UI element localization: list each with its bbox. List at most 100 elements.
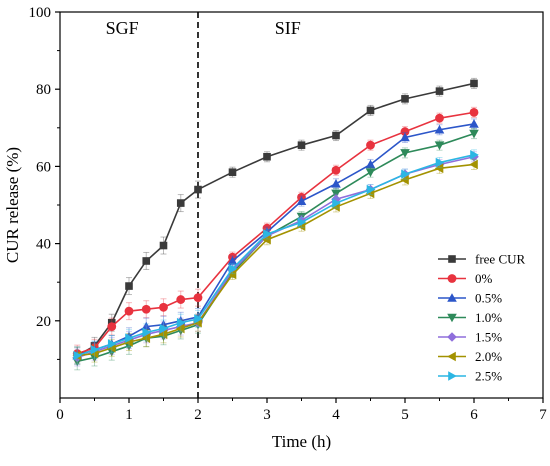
data-point — [434, 163, 444, 174]
legend-marker — [447, 293, 457, 302]
x-tick-label: 6 — [470, 407, 478, 423]
data-point — [434, 124, 445, 134]
data-point — [107, 339, 117, 349]
legend-marker — [447, 274, 457, 283]
data-point — [332, 198, 341, 208]
region-label-sgf: SGF — [106, 18, 139, 38]
data-point — [159, 323, 169, 334]
data-point — [159, 241, 168, 250]
series-1 — [72, 106, 479, 363]
data-point — [73, 350, 83, 361]
region-label-sif: SIF — [275, 18, 301, 38]
data-point — [366, 184, 376, 195]
legend-label: free CUR — [475, 252, 526, 267]
data-point — [469, 107, 479, 117]
y-tick-label: 100 — [29, 5, 52, 21]
data-point — [176, 199, 185, 207]
legend-item-6: 2.5% — [438, 369, 502, 384]
data-point — [435, 157, 445, 168]
data-point — [141, 333, 151, 343]
y-tick-label: 80 — [36, 82, 51, 98]
data-point — [176, 317, 186, 328]
data-point — [228, 168, 237, 176]
data-point — [401, 169, 410, 179]
x-tick-label: 0 — [56, 407, 64, 423]
data-point — [400, 149, 410, 158]
data-point — [142, 257, 151, 265]
x-axis-label: Time (h) — [272, 432, 331, 451]
data-point — [297, 217, 307, 228]
x-tick-label: 4 — [332, 407, 340, 423]
data-point — [470, 150, 479, 160]
data-point — [141, 321, 152, 331]
legend-item-1: 0% — [438, 271, 493, 286]
data-point — [332, 131, 340, 140]
data-point — [435, 87, 444, 95]
legend-item-3: 1.0% — [438, 310, 502, 325]
data-point — [401, 95, 409, 103]
data-point — [400, 127, 410, 137]
data-point — [434, 141, 445, 150]
legend-marker — [448, 371, 457, 381]
data-point — [158, 329, 168, 340]
legend-label: 2.5% — [475, 369, 502, 384]
legend-label: 0% — [475, 271, 493, 286]
data-point — [469, 119, 479, 128]
data-point — [297, 141, 306, 149]
data-point — [228, 263, 238, 274]
legend-label: 2.0% — [475, 349, 502, 364]
data-point — [193, 293, 203, 303]
data-point — [469, 129, 479, 139]
data-point — [124, 306, 134, 316]
data-point — [400, 132, 410, 142]
data-point — [400, 175, 409, 185]
data-point — [194, 185, 202, 194]
data-point — [176, 295, 186, 304]
data-point — [90, 344, 100, 355]
legend-label: 0.5% — [475, 291, 502, 306]
plot-layer: SGF SIF — [72, 12, 479, 398]
y-tick-label: 40 — [36, 237, 51, 253]
y-tick-label: 20 — [36, 314, 51, 330]
data-point — [365, 159, 376, 169]
data-point — [159, 302, 168, 312]
legend-item-2: 0.5% — [438, 291, 502, 306]
y-tick-label: 60 — [36, 159, 51, 175]
legend-label: 1.5% — [475, 330, 502, 345]
data-point — [125, 333, 134, 343]
series-6 — [73, 149, 479, 365]
data-point — [262, 234, 271, 245]
data-point — [331, 178, 341, 188]
data-point — [331, 165, 341, 175]
legend-label: 1.0% — [475, 310, 502, 325]
x-tick-label: 2 — [194, 407, 202, 423]
data-point — [435, 113, 444, 123]
data-point — [142, 327, 152, 338]
data-point — [175, 323, 185, 334]
data-point — [194, 314, 203, 324]
legend-marker — [447, 313, 457, 323]
series-5 — [72, 158, 478, 365]
data-point — [365, 168, 376, 177]
data-point — [366, 140, 375, 150]
legend: free CUR 0% 0.5% 1.0% 1.5% 2.0% 2.5% — [438, 252, 526, 384]
series-2 — [72, 118, 479, 365]
series-line — [76, 111, 475, 355]
data-point — [296, 196, 307, 205]
legend-marker — [447, 332, 457, 342]
legend-marker — [448, 255, 456, 263]
data-point — [263, 152, 271, 161]
series-line — [76, 123, 475, 357]
legend-item-0: free CUR — [438, 252, 526, 267]
series-line — [76, 154, 475, 357]
legend-item-5: 2.0% — [438, 349, 502, 364]
x-tick-label: 3 — [263, 407, 271, 423]
data-point — [227, 256, 238, 265]
series-line — [76, 82, 475, 357]
data-point — [125, 282, 133, 290]
data-point — [469, 159, 478, 170]
data-point — [141, 304, 151, 314]
legend-marker — [447, 351, 456, 362]
